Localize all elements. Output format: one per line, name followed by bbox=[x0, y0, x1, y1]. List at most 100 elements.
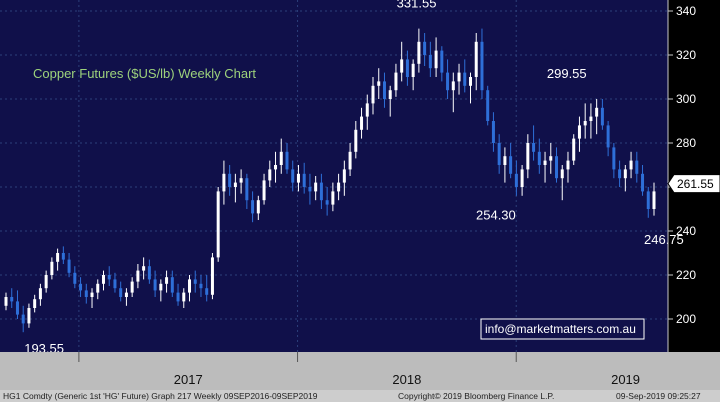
candle-body bbox=[84, 290, 88, 297]
candle-body bbox=[113, 279, 117, 289]
candle-body bbox=[61, 253, 65, 260]
candle-body bbox=[612, 147, 616, 170]
candle-body bbox=[566, 160, 570, 170]
candle-body bbox=[354, 129, 358, 152]
candle-body bbox=[331, 191, 335, 205]
candle-body bbox=[136, 270, 140, 282]
candle-body bbox=[382, 81, 386, 99]
candle-body bbox=[153, 279, 157, 291]
candle-body bbox=[600, 107, 604, 126]
candle-body bbox=[262, 180, 266, 201]
last-price-label: 261.55 bbox=[677, 177, 714, 191]
candle-body bbox=[371, 85, 375, 104]
candle-body bbox=[10, 297, 14, 302]
candle-body bbox=[497, 143, 501, 165]
annotation-label: 331.55 bbox=[397, 0, 437, 11]
candle-body bbox=[79, 283, 83, 291]
candle-body bbox=[337, 182, 341, 192]
candle-body bbox=[532, 143, 536, 152]
candle-body bbox=[33, 299, 37, 308]
candle-body bbox=[124, 292, 128, 297]
candle-body bbox=[474, 41, 478, 77]
annotation-label: 254.30 bbox=[476, 208, 516, 223]
x-tick-label: 2019 bbox=[611, 372, 640, 387]
candle-body bbox=[50, 261, 54, 275]
candle-body bbox=[646, 191, 650, 209]
candle-body bbox=[302, 173, 306, 187]
last-price-box bbox=[667, 174, 720, 194]
candle-body bbox=[457, 72, 461, 82]
candle-body bbox=[73, 272, 77, 284]
candle-body bbox=[583, 121, 587, 126]
candle-body bbox=[468, 77, 472, 86]
candle-body bbox=[360, 116, 364, 130]
candle-body bbox=[314, 182, 318, 192]
candle-body bbox=[555, 156, 559, 179]
y-tick-label: 320 bbox=[676, 48, 696, 62]
candle-body bbox=[67, 259, 71, 273]
candle-body bbox=[15, 301, 19, 315]
candle-body bbox=[629, 160, 633, 170]
candle-body bbox=[182, 292, 186, 302]
candle-body bbox=[606, 125, 610, 148]
candle-body bbox=[119, 288, 123, 297]
footer-left: HG1 Comdty (Generic 1st 'HG' Future) Gra… bbox=[3, 391, 318, 401]
candle-body bbox=[446, 72, 450, 91]
x-axis-band bbox=[0, 352, 720, 390]
candle-body bbox=[199, 283, 203, 289]
annotation-label: 299.55 bbox=[547, 66, 587, 81]
candle-body bbox=[589, 116, 593, 121]
candle-body bbox=[193, 279, 197, 284]
candle-body bbox=[394, 72, 398, 91]
candle-body bbox=[291, 169, 295, 183]
candle-body bbox=[342, 169, 346, 183]
watermark-box bbox=[480, 318, 645, 340]
candle-body bbox=[4, 297, 8, 306]
footer-right: 09-Sep-2019 09:25:27 bbox=[616, 391, 701, 401]
candle-body bbox=[165, 277, 169, 284]
candle-body bbox=[618, 169, 622, 179]
chart-title: Copper Futures ($US/lb) Weekly Chart bbox=[33, 66, 256, 81]
candle-body bbox=[21, 314, 25, 324]
x-axis: 2016201720182019 bbox=[78, 352, 640, 387]
candle-body bbox=[296, 173, 300, 183]
y-tick-label: 300 bbox=[676, 92, 696, 106]
candle-body bbox=[520, 169, 524, 187]
y-tick-label: 200 bbox=[676, 312, 696, 326]
candle-body bbox=[377, 81, 381, 86]
candle-body bbox=[38, 288, 42, 300]
x-tick-label: 2018 bbox=[392, 372, 421, 387]
candle-body bbox=[130, 281, 134, 293]
candle-body bbox=[486, 90, 490, 121]
candle-body bbox=[233, 182, 237, 187]
y-tick-label: 220 bbox=[676, 268, 696, 282]
candle-body bbox=[285, 151, 289, 170]
candle-body bbox=[537, 151, 541, 165]
candle-body bbox=[623, 169, 627, 179]
candle-body bbox=[509, 156, 513, 174]
candle-body bbox=[279, 151, 283, 165]
candle-body bbox=[147, 266, 151, 280]
candle-body bbox=[348, 151, 352, 170]
candle-body bbox=[96, 283, 100, 293]
candle-body bbox=[27, 308, 31, 324]
candle-body bbox=[526, 143, 530, 170]
candle-body bbox=[90, 292, 94, 297]
candle-body bbox=[572, 138, 576, 161]
candles bbox=[4, 28, 656, 333]
candle-body bbox=[205, 288, 209, 295]
candle-body bbox=[101, 275, 105, 284]
candle-body bbox=[245, 178, 249, 201]
candle-body bbox=[480, 41, 484, 91]
candle-body bbox=[56, 253, 60, 262]
y-tick-label: 280 bbox=[676, 136, 696, 150]
candle-body bbox=[268, 169, 272, 181]
y-tick-label: 240 bbox=[676, 224, 696, 238]
annotation-label: 246.75 bbox=[644, 232, 684, 247]
candle-body bbox=[400, 59, 404, 73]
candle-body bbox=[417, 41, 421, 64]
candle-body bbox=[428, 55, 432, 69]
candle-body bbox=[176, 292, 180, 302]
candle-body bbox=[210, 257, 214, 295]
